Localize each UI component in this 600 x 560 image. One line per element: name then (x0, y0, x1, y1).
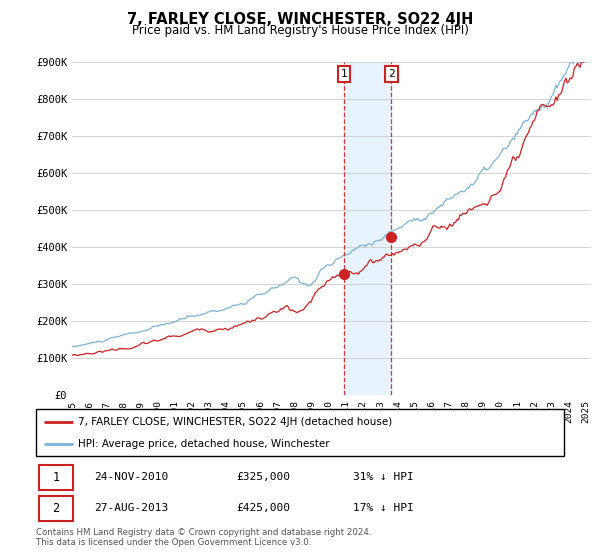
Bar (38, 496, 73, 521)
Text: 24-NOV-2010: 24-NOV-2010 (94, 473, 169, 482)
Text: £425,000: £425,000 (236, 503, 290, 513)
Text: 1: 1 (341, 69, 348, 79)
Text: Price paid vs. HM Land Registry's House Price Index (HPI): Price paid vs. HM Land Registry's House … (131, 24, 469, 37)
Text: HPI: Average price, detached house, Winchester: HPI: Average price, detached house, Winc… (78, 438, 330, 449)
Text: 2: 2 (53, 502, 59, 515)
Text: 7, FARLEY CLOSE, WINCHESTER, SO22 4JH: 7, FARLEY CLOSE, WINCHESTER, SO22 4JH (127, 12, 473, 27)
Text: 7, FARLEY CLOSE, WINCHESTER, SO22 4JH (detached house): 7, FARLEY CLOSE, WINCHESTER, SO22 4JH (d… (78, 417, 392, 427)
Text: 2: 2 (388, 69, 395, 79)
Bar (344, 62, 391, 395)
Text: Contains HM Land Registry data © Crown copyright and database right 2024.
This d: Contains HM Land Registry data © Crown c… (36, 528, 371, 548)
Bar (38, 465, 73, 489)
Text: 1: 1 (53, 471, 59, 484)
Text: 31% ↓ HPI: 31% ↓ HPI (353, 473, 413, 482)
Text: 17% ↓ HPI: 17% ↓ HPI (353, 503, 413, 513)
Text: 27-AUG-2013: 27-AUG-2013 (94, 503, 169, 513)
Text: £325,000: £325,000 (236, 473, 290, 482)
